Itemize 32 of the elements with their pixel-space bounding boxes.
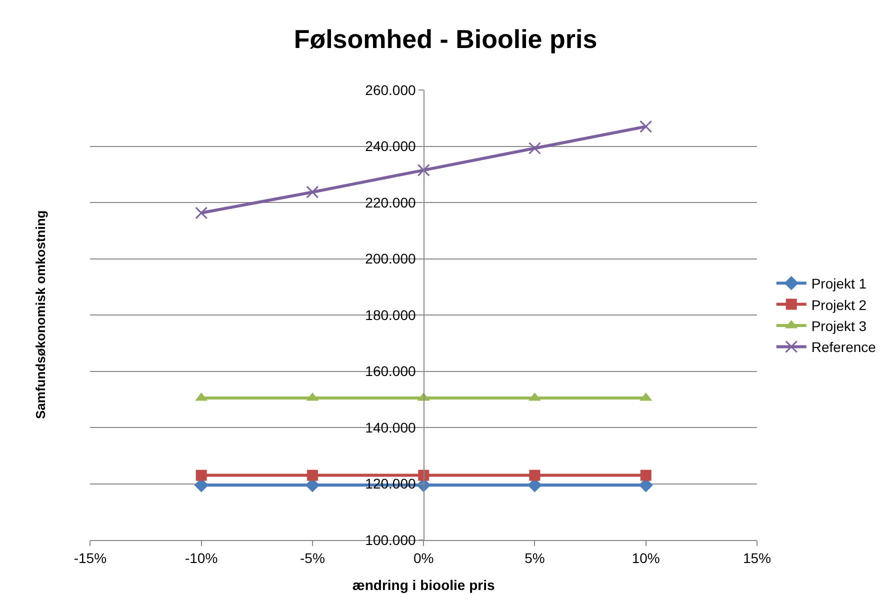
point — [306, 470, 318, 481]
x-tick-label: -10% — [184, 550, 218, 566]
y-tick-label: 140.000 — [365, 419, 416, 436]
point — [417, 164, 430, 176]
x-tick-label: 5% — [524, 550, 545, 566]
x-tick-label: -5% — [300, 550, 325, 566]
y-tick-label: 220.000 — [365, 194, 416, 210]
chart-title: Følsomhed - Bioolie pris — [294, 24, 598, 54]
y-tick-label: 180.000 — [365, 306, 416, 323]
y-tick-label: 240.000 — [365, 138, 416, 154]
x-tick-label: 10% — [632, 550, 660, 566]
y-axis-title: Samfundsøkonomisk omkostning — [33, 210, 48, 419]
y-tick-label: 200.000 — [365, 250, 416, 267]
point — [640, 120, 652, 133]
legend-label: Projekt 3 — [811, 318, 867, 334]
point — [529, 470, 540, 481]
point — [640, 470, 652, 481]
x-tick-label: -15% — [74, 550, 107, 566]
point — [306, 186, 319, 198]
y-tick-label: 260.000 — [365, 82, 416, 98]
y-tick-label: 160.000 — [365, 363, 416, 380]
y-tick-label: 100.000 — [365, 532, 416, 548]
x-axis-title: ændring i bioolie pris — [352, 577, 495, 594]
x-tick-label: 15% — [742, 550, 772, 566]
legend-label: Projekt 2 — [811, 296, 867, 313]
point — [528, 142, 541, 154]
legend-label: Projekt 1 — [811, 276, 867, 292]
legend-label: Reference — [811, 339, 876, 356]
point — [418, 470, 430, 481]
point — [195, 206, 208, 220]
x-tick-label: 0% — [413, 550, 434, 566]
point — [196, 470, 207, 481]
